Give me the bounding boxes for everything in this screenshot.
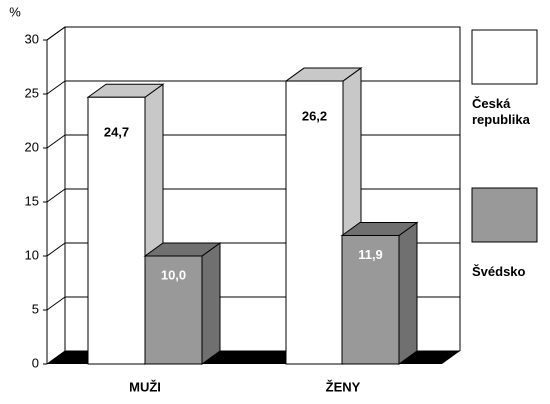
y-axis-label: %	[9, 4, 21, 19]
data-label: 11,9	[358, 247, 383, 262]
grid-line	[46, 80, 66, 95]
grid-line	[46, 134, 66, 149]
grid-line	[46, 26, 66, 41]
y-tick-label: 10	[25, 247, 39, 262]
grid-line	[46, 296, 66, 311]
legend-label: Švédsko	[472, 264, 526, 279]
bar-side	[201, 242, 221, 365]
bar	[144, 255, 203, 365]
bar	[87, 96, 146, 365]
y-tick-label: 25	[25, 85, 39, 100]
data-label: 24,7	[104, 125, 129, 140]
legend-swatch	[471, 187, 538, 243]
legend-swatch	[471, 29, 538, 85]
bar-side	[398, 221, 418, 365]
y-tick-label: 20	[25, 139, 39, 154]
x-tick-label: MUŽI	[129, 379, 161, 394]
data-label: 10,0	[161, 267, 186, 282]
bar	[285, 80, 344, 365]
bar	[341, 234, 400, 365]
grid-line	[46, 188, 66, 203]
y-tick-label: 5	[32, 301, 39, 316]
x-tick-label: ŽENY	[326, 379, 361, 394]
y-tick-label: 0	[32, 355, 39, 370]
y-tick-label: 30	[25, 31, 39, 46]
y-tick-label: 15	[25, 193, 39, 208]
grid-line	[46, 242, 66, 257]
legend-label: Česká republika	[472, 96, 530, 127]
data-label: 26,2	[302, 108, 327, 123]
